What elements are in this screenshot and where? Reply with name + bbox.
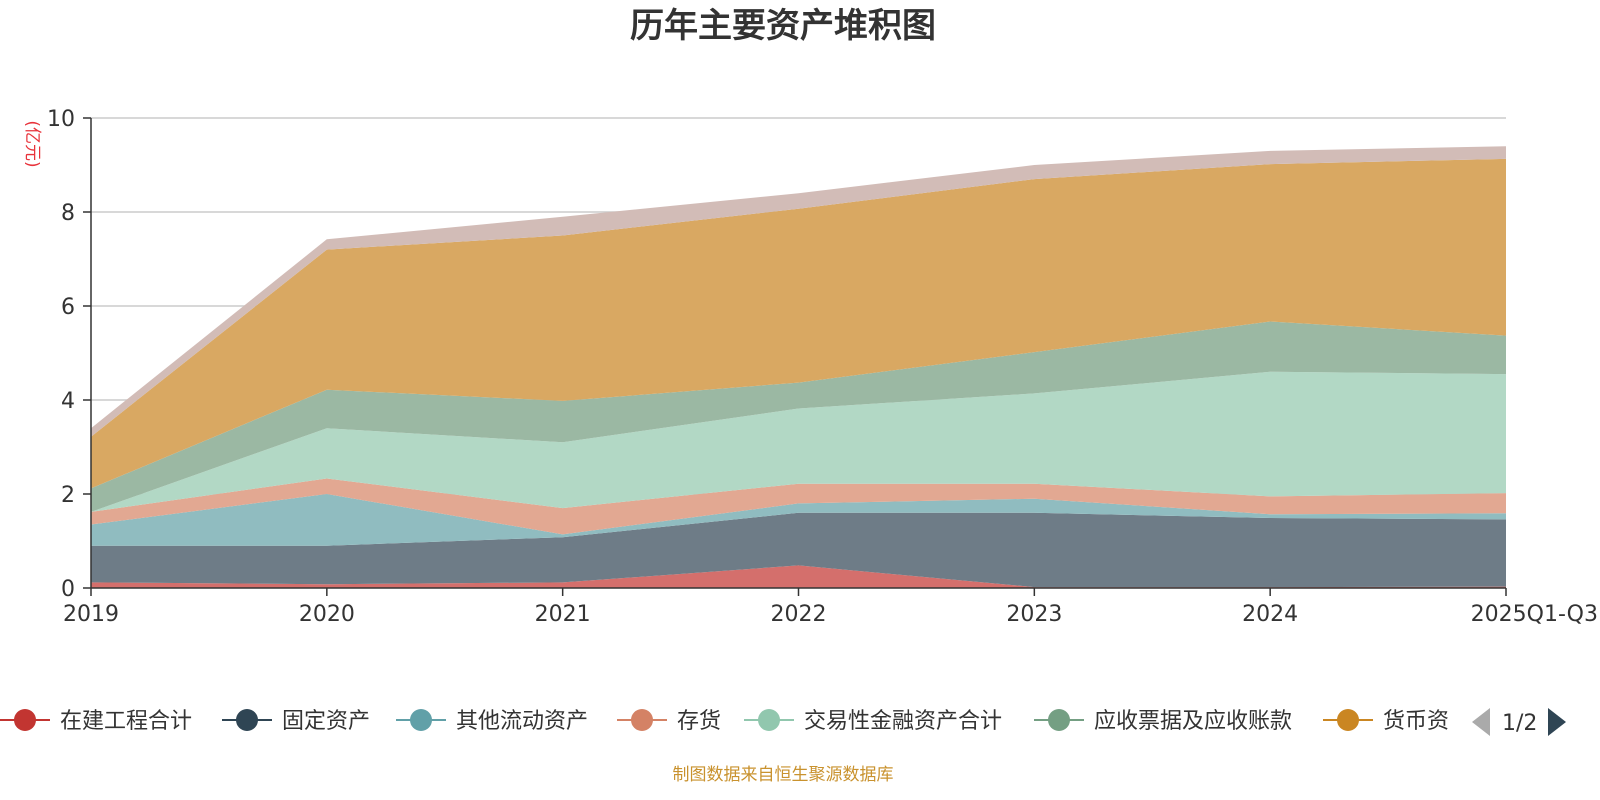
x-tick-label: 2022 [771,602,827,627]
y-axis-ticks: 0 2 4 6 8 10 [47,107,91,602]
data-source-note: 制图数据来自恒生聚源数据库 [673,765,894,785]
area-series-1 [91,512,1506,588]
y-axis-unit-label: (亿元) [22,120,42,167]
area-series-7 [91,146,1506,437]
legend-item[interactable]: 在建工程合计 [0,709,192,734]
area-series-3 [91,478,1506,535]
legend-label: 交易性金融资产合计 [804,709,1002,734]
legend: 在建工程合计 固定资产 其他流动资产 存货 交易性金融资产合计 应收票据及应收账款 货币资 [0,709,1449,734]
y-tick-label: 10 [47,107,75,132]
legend-label: 在建工程合计 [60,709,192,734]
x-tick-label: 2019 [63,602,119,627]
y-tick-label: 8 [61,201,75,226]
x-tick-label: 2021 [535,602,591,627]
legend-pager: 1/2 [1472,708,1566,736]
legend-label: 货币资 [1383,709,1449,734]
x-tick-label: 2023 [1006,602,1062,627]
legend-label: 固定资产 [282,709,370,734]
pager-next-icon[interactable] [1548,708,1566,736]
chart-title: 历年主要资产堆积图 [630,6,936,46]
legend-item[interactable]: 应收票据及应收账款 [1034,709,1292,734]
area-series-2 [91,494,1506,546]
legend-label: 其他流动资产 [456,709,588,734]
area-series-6 [91,158,1506,489]
y-tick-label: 2 [61,483,75,508]
legend-circle-icon [410,709,432,731]
legend-circle-icon [14,709,36,731]
x-tick-label: 2020 [299,602,355,627]
legend-item[interactable]: 货币资 [1323,709,1449,734]
y-tick-label: 6 [61,295,75,320]
legend-circle-icon [1048,709,1070,731]
pager-prev-icon[interactable] [1472,708,1490,736]
legend-circle-icon [631,709,653,731]
y-tick-label: 4 [61,389,75,414]
legend-label: 存货 [677,709,721,734]
legend-circle-icon [758,709,780,731]
pager-label: 1/2 [1502,711,1537,736]
y-tick-label: 0 [61,577,75,602]
legend-item[interactable]: 固定资产 [222,709,370,734]
legend-item[interactable]: 交易性金融资产合计 [744,709,1002,734]
legend-item[interactable]: 其他流动资产 [396,709,588,734]
legend-circle-icon [1337,709,1359,731]
x-axis-ticks: 2019 2020 2021 2022 2023 2024 2025Q1-Q3 [63,588,1598,627]
legend-circle-icon [236,709,258,731]
area-series-0 [91,565,1506,588]
area-series [91,146,1506,588]
x-tick-label: 2025Q1-Q3 [1471,602,1598,627]
legend-label: 应收票据及应收账款 [1094,709,1292,734]
area-series-4 [91,371,1506,512]
area-series-5 [91,321,1506,512]
legend-item[interactable]: 存货 [617,709,721,734]
x-tick-label: 2024 [1242,602,1298,627]
